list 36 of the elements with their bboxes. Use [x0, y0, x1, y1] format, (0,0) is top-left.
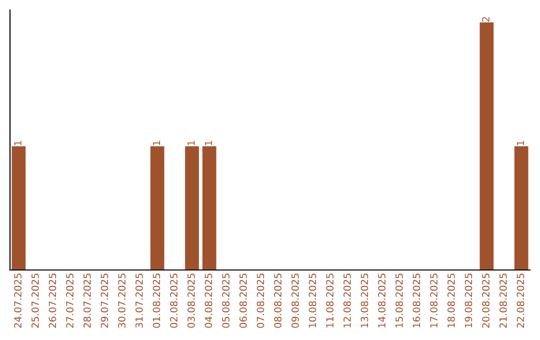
x-tick-label: 01.08.2025	[152, 274, 160, 328]
x-tick-label: 08.08.2025	[274, 274, 282, 328]
data-label: 1	[204, 140, 212, 146]
x-tick-label: 24.07.2025	[14, 274, 22, 328]
data-label: 1	[516, 140, 524, 146]
x-tick-label: 14.08.2025	[378, 274, 386, 328]
x-tick-label: 27.07.2025	[66, 274, 74, 328]
x-tick-label: 06.08.2025	[239, 274, 247, 328]
x-tick-label: 09.08.2025	[291, 274, 299, 328]
data-label: 1	[14, 140, 22, 146]
x-tick-label: 26.07.2025	[48, 274, 56, 328]
x-tick-label: 28.07.2025	[83, 274, 91, 328]
x-tick-label: 20.08.2025	[482, 274, 490, 328]
x-tick-label: 03.08.2025	[187, 274, 195, 328]
data-label: 2	[482, 17, 490, 22]
x-tick-label: 02.08.2025	[170, 274, 178, 328]
x-tick-label: 22.08.2025	[516, 274, 524, 328]
x-tick-label: 15.08.2025	[395, 274, 403, 328]
x-tick-label: 11.08.2025	[326, 274, 334, 328]
x-tick-label: 18.08.2025	[447, 274, 455, 328]
x-tick-label: 21.08.2025	[499, 274, 507, 328]
x-tick-label: 19.08.2025	[464, 274, 472, 328]
x-tick-label: 10.08.2025	[308, 274, 316, 328]
x-tick-label: 17.08.2025	[430, 274, 438, 328]
x-tick-label: 29.07.2025	[100, 274, 108, 328]
x-tick-label: 05.08.2025	[222, 274, 230, 328]
x-tick-label: 16.08.2025	[412, 274, 420, 328]
x-tick-label: 31.07.2025	[135, 274, 143, 328]
x-tick-label: 12.08.2025	[343, 274, 351, 328]
data-label: 1	[152, 140, 160, 146]
x-tick-label: 30.07.2025	[118, 274, 126, 328]
x-tick-label: 25.07.2025	[31, 274, 39, 328]
data-label: 1	[188, 140, 195, 146]
x-tick-label: 04.08.2025	[204, 274, 212, 328]
x-tick-label: 07.08.2025	[256, 274, 264, 328]
x-tick-label: 13.08.2025	[360, 274, 368, 328]
